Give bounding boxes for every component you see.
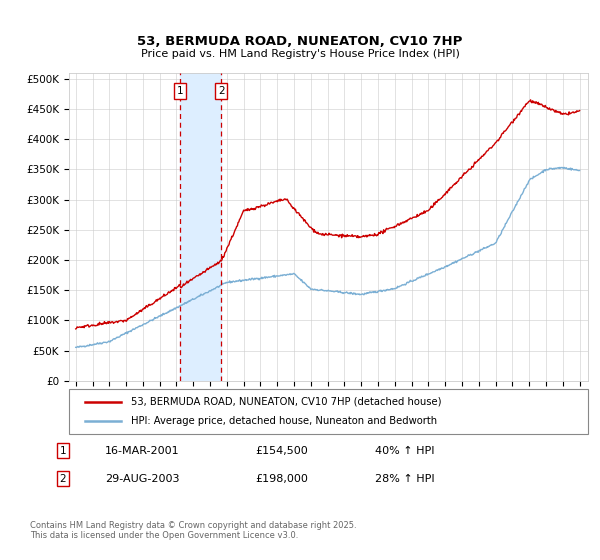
- FancyBboxPatch shape: [69, 389, 588, 434]
- Text: Contains HM Land Registry data © Crown copyright and database right 2025.
This d: Contains HM Land Registry data © Crown c…: [30, 521, 356, 540]
- Text: Price paid vs. HM Land Registry's House Price Index (HPI): Price paid vs. HM Land Registry's House …: [140, 49, 460, 59]
- Text: £198,000: £198,000: [255, 474, 308, 484]
- Text: 40% ↑ HPI: 40% ↑ HPI: [375, 446, 434, 456]
- Text: 53, BERMUDA ROAD, NUNEATON, CV10 7HP: 53, BERMUDA ROAD, NUNEATON, CV10 7HP: [137, 35, 463, 48]
- Text: £154,500: £154,500: [255, 446, 308, 456]
- Text: HPI: Average price, detached house, Nuneaton and Bedworth: HPI: Average price, detached house, Nune…: [131, 417, 437, 427]
- Bar: [180, 73, 221, 381]
- Text: 29-AUG-2003: 29-AUG-2003: [105, 474, 179, 484]
- Text: 2: 2: [218, 86, 224, 96]
- Text: 28% ↑ HPI: 28% ↑ HPI: [375, 474, 434, 484]
- Text: 1: 1: [59, 446, 67, 456]
- Text: 2: 2: [59, 474, 67, 484]
- Text: 53, BERMUDA ROAD, NUNEATON, CV10 7HP (detached house): 53, BERMUDA ROAD, NUNEATON, CV10 7HP (de…: [131, 396, 442, 407]
- Text: 1: 1: [177, 86, 184, 96]
- Text: 16-MAR-2001: 16-MAR-2001: [105, 446, 179, 456]
